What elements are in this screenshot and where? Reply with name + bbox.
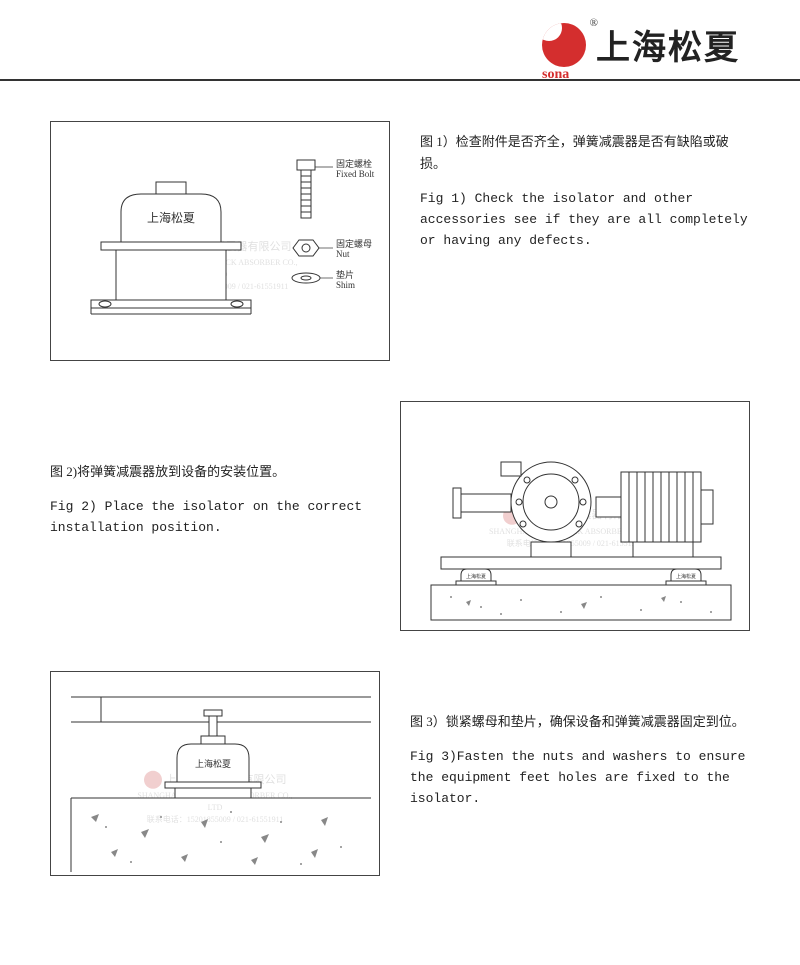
page-header: ® sona 上海松夏 <box>0 0 800 81</box>
figure-2-svg: 上海松夏 上海松夏 <box>401 402 751 632</box>
step-2-row: 上海松夏减震器有限公司 SHANGHAI SONA SHOCK ABSORBER… <box>50 401 750 631</box>
step-3-text: 图 3）锁紧螺母和垫片，确保设备和弹簧减震器固定到位。 Fig 3)Fasten… <box>410 671 750 809</box>
svg-text:上海松夏: 上海松夏 <box>676 573 696 580</box>
step-1-en: Fig 1) Check the isolator and other acce… <box>420 189 750 251</box>
logo-icon: ® sona <box>540 21 588 69</box>
step-2-cn: 图 2)将弹簧减震器放到设备的安装位置。 <box>50 461 370 483</box>
brand-name-cn: 上海松夏 <box>596 20 740 69</box>
logo-subtext: sona <box>542 67 569 83</box>
step-3-cn: 图 3）锁紧螺母和垫片，确保设备和弹簧减震器固定到位。 <box>410 711 750 733</box>
svg-text:上海松夏: 上海松夏 <box>466 573 486 580</box>
isolator-label: 上海松夏 <box>147 210 195 225</box>
step-3-en: Fig 3)Fasten the nuts and washers to ens… <box>410 747 750 809</box>
step-2-en: Fig 2) Place the isolator on the correct… <box>50 497 370 539</box>
step-3-row: 上海松夏减震器有限公司 SHANGHAI SONA SHOCK ABSORBER… <box>50 671 750 876</box>
figure-3: 上海松夏减震器有限公司 SHANGHAI SONA SHOCK ABSORBER… <box>50 671 380 876</box>
svg-text:上海松夏: 上海松夏 <box>195 758 231 769</box>
step-1-cn: 图 1）检查附件是否齐全，弹簧减震器是否有缺陷或破损。 <box>420 131 750 175</box>
figure-1-svg: 上海松夏 <box>51 122 391 362</box>
figure-2: 上海松夏减震器有限公司 SHANGHAI SONA SHOCK ABSORBER… <box>400 401 750 631</box>
figure-1: 上海松夏减震器有限公司 SHANGHAI SONA SHOCK ABSORBER… <box>50 121 390 361</box>
step-1-text: 图 1）检查附件是否齐全，弹簧减震器是否有缺陷或破损。 Fig 1) Check… <box>420 121 750 252</box>
registered-mark: ® <box>590 17 598 29</box>
step-2-text: 图 2)将弹簧减震器放到设备的安装位置。 Fig 2) Place the is… <box>50 401 370 539</box>
brand-logo: ® sona 上海松夏 <box>540 20 740 69</box>
figure-3-svg: 上海松夏 <box>51 672 381 877</box>
step-1-row: 上海松夏减震器有限公司 SHANGHAI SONA SHOCK ABSORBER… <box>50 121 750 361</box>
